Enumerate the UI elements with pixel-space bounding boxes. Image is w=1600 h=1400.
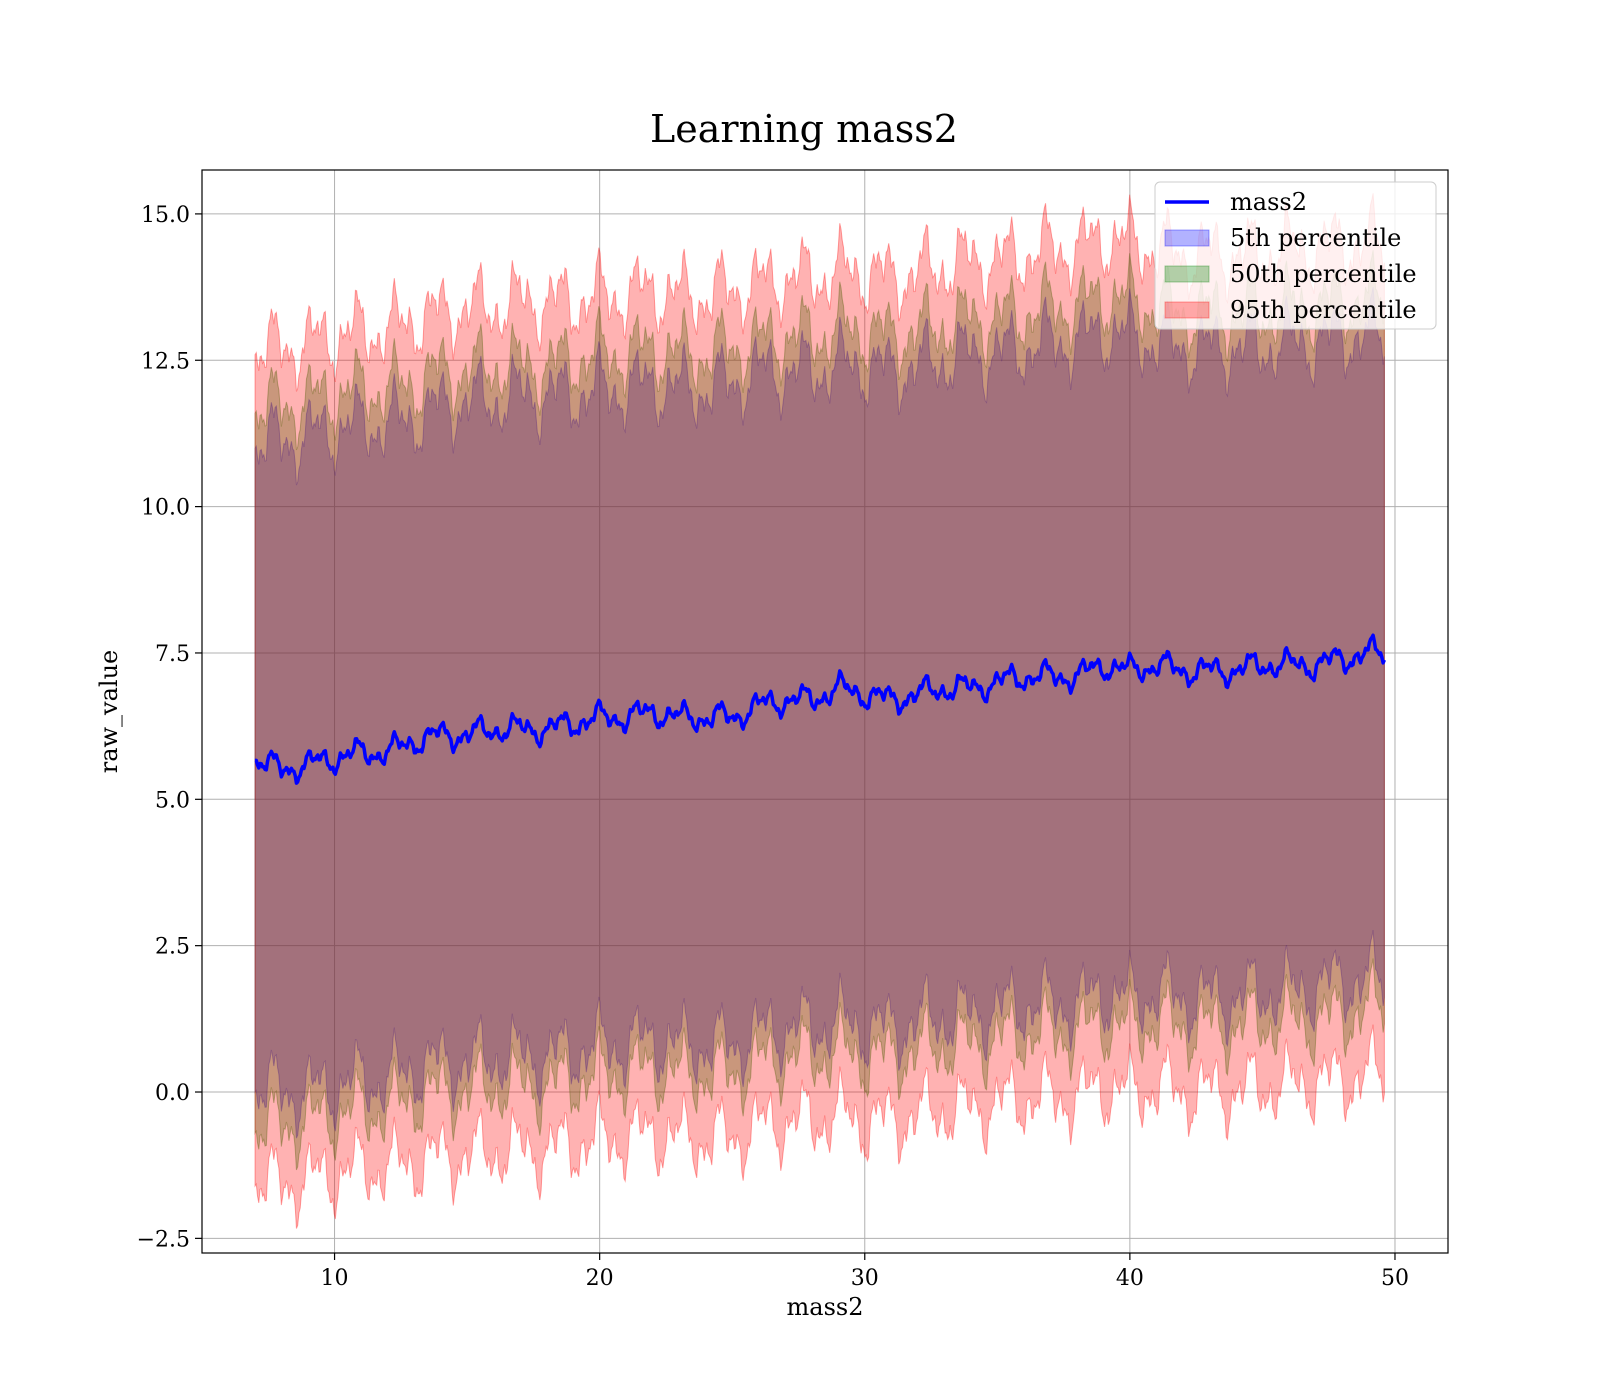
y-tick-label: 5.0 bbox=[155, 788, 190, 813]
95th-percentile-band bbox=[254, 193, 1385, 1229]
50th-percentile-band bbox=[254, 250, 1385, 1171]
y-tick-label: 7.5 bbox=[155, 642, 190, 667]
plot-area bbox=[254, 193, 1386, 1229]
x-tick-label: 30 bbox=[851, 1266, 879, 1291]
axis-ticks: 10 20 30 40 50 −2.5 0.0 2.5 5.0 7.5 10.0 12.5 15.0 bbox=[137, 203, 1409, 1291]
y-tick-label: 15.0 bbox=[141, 203, 190, 228]
mass2-line bbox=[254, 633, 1386, 785]
x-tick-label: 20 bbox=[586, 1266, 614, 1291]
y-tick-label: 10.0 bbox=[141, 496, 190, 521]
legend-label-95th-percentile: 95th percentile bbox=[1230, 296, 1417, 324]
y-tick-label: 0.0 bbox=[155, 1081, 190, 1106]
legend: mass2 5th percentile 50th percentile 95th p… bbox=[1154, 181, 1437, 330]
x-tick-label: 40 bbox=[1116, 1266, 1144, 1291]
y-tick-label: 2.5 bbox=[155, 935, 190, 960]
legend-label-mass2: mass2 bbox=[1230, 188, 1307, 216]
legend-label-5th-percentile: 5th percentile bbox=[1230, 224, 1401, 252]
legend-swatch-95th-percentile bbox=[1164, 301, 1210, 319]
legend-label-50th-percentile: 50th percentile bbox=[1230, 260, 1417, 288]
chart-title: Learning mass2 bbox=[650, 107, 958, 151]
x-axis-title: mass2 bbox=[787, 1293, 864, 1321]
legend-swatch-50th-percentile bbox=[1164, 265, 1210, 283]
y-tick-label: −2.5 bbox=[137, 1227, 190, 1252]
5th-percentile-band bbox=[254, 286, 1385, 1139]
x-tick-label: 10 bbox=[321, 1266, 349, 1291]
y-tick-label: 12.5 bbox=[141, 349, 190, 374]
plot-frame bbox=[201, 169, 1449, 1254]
legend-swatch-5th-percentile bbox=[1164, 229, 1210, 247]
y-axis-title: raw_value bbox=[95, 650, 123, 774]
legend-box bbox=[1154, 181, 1437, 330]
x-tick-label: 50 bbox=[1381, 1266, 1409, 1291]
